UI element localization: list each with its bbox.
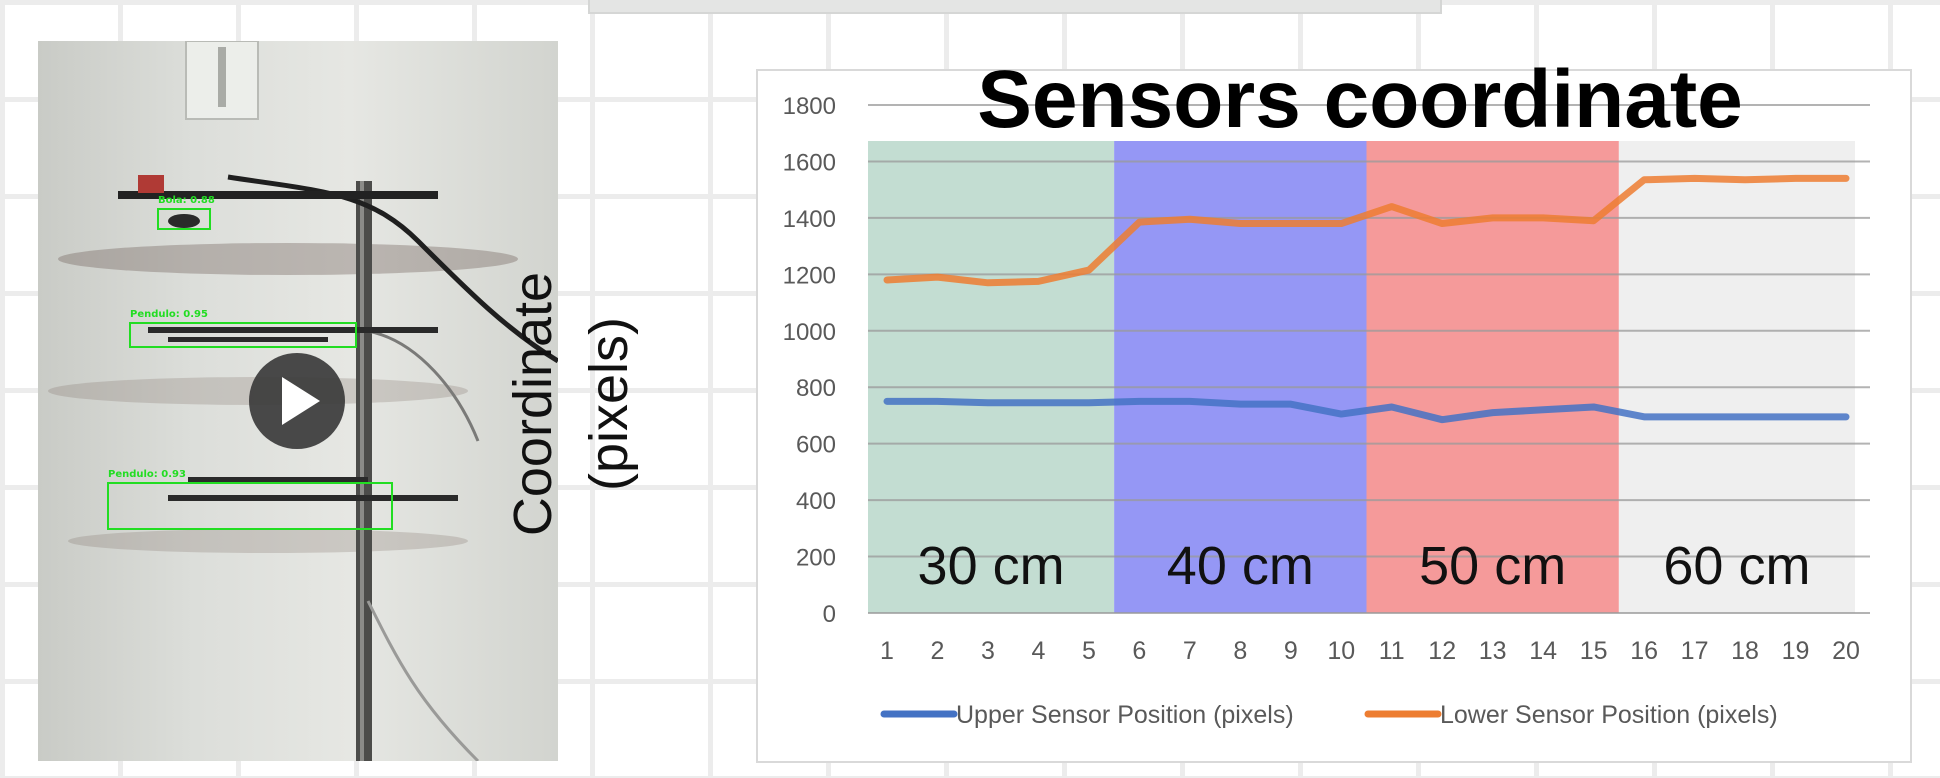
detection-box-lower xyxy=(107,482,393,530)
video-frame: Bola: 0.88 Pendulo: 0.95 Pendulo: 0.93 xyxy=(48,41,558,761)
x-tick-label: 14 xyxy=(1529,637,1557,665)
x-tick-label: 20 xyxy=(1832,637,1860,665)
region-label: 40 cm xyxy=(1167,536,1314,596)
x-tick-label: 13 xyxy=(1479,637,1507,665)
legend-label: Lower Sensor Position (pixels) xyxy=(1440,701,1778,729)
x-tick-label: 11 xyxy=(1379,637,1405,665)
region-label: 60 cm xyxy=(1663,536,1810,596)
detection-label-lower: Pendulo: 0.93 xyxy=(108,469,186,480)
x-tick-label: 2 xyxy=(931,637,945,665)
region-label: 50 cm xyxy=(1419,536,1566,596)
detection-box-ball xyxy=(157,208,211,230)
y-tick-label: 1600 xyxy=(783,149,836,176)
wall-shadow xyxy=(58,243,518,275)
y-tick-label: 1000 xyxy=(783,319,836,346)
sensor-cable xyxy=(366,600,480,761)
detection-label-upper: Pendulo: 0.95 xyxy=(130,309,208,320)
y-tick-label: 600 xyxy=(796,432,836,459)
y-axis-title-line1: Coordinate xyxy=(503,271,563,537)
legend-label: Upper Sensor Position (pixels) xyxy=(956,701,1294,729)
lower-arm xyxy=(168,495,458,501)
play-button[interactable] xyxy=(249,353,345,449)
red-sensor-box xyxy=(138,175,164,193)
y-tick-label: 0 xyxy=(823,601,836,628)
middle-arm xyxy=(148,327,438,333)
sensor-cable xyxy=(367,329,480,442)
x-tick-label: 5 xyxy=(1082,637,1096,665)
thermometer-scale xyxy=(218,47,226,107)
y-tick-label: 1400 xyxy=(783,206,836,233)
series-line xyxy=(883,174,1850,287)
x-tick-label: 10 xyxy=(1327,637,1355,665)
x-tick-label: 1 xyxy=(880,637,894,665)
region-band xyxy=(868,141,1115,613)
x-tick-label: 19 xyxy=(1782,637,1810,665)
pole-highlight xyxy=(360,181,364,761)
x-tick-label: 15 xyxy=(1580,637,1608,665)
y-axis-title: Coordinate (pixels) xyxy=(495,144,665,664)
detection-label-ball: Bola: 0.88 xyxy=(158,195,215,206)
detection-box-upper xyxy=(129,322,357,348)
x-tick-label: 18 xyxy=(1731,637,1759,665)
x-tick-label: 9 xyxy=(1284,637,1298,665)
x-tick-label: 12 xyxy=(1428,637,1456,665)
x-tick-label: 16 xyxy=(1630,637,1658,665)
x-tick-label: 3 xyxy=(981,637,995,665)
play-icon[interactable] xyxy=(282,377,320,425)
y-axis-title-line2: (pixels) xyxy=(579,316,639,492)
sensor-cable xyxy=(227,174,558,364)
lower-sensor xyxy=(188,477,368,482)
series-line xyxy=(883,397,1850,424)
top-strip xyxy=(588,0,1442,14)
y-tick-label: 400 xyxy=(796,488,836,515)
middle-sensor xyxy=(168,337,328,342)
x-tick-label: 6 xyxy=(1132,637,1146,665)
chart-title: Sensors coordinate xyxy=(977,54,1743,145)
y-tick-label: 800 xyxy=(796,375,836,402)
x-tick-label: 17 xyxy=(1681,637,1709,665)
x-tick-label: 7 xyxy=(1183,637,1197,665)
y-tick-label: 1800 xyxy=(783,93,836,120)
region-label: 30 cm xyxy=(918,536,1065,596)
region-band xyxy=(1618,141,1855,613)
y-tick-label: 200 xyxy=(796,545,836,572)
y-tick-label: 1200 xyxy=(783,262,836,289)
ball xyxy=(168,214,200,228)
x-tick-label: 4 xyxy=(1031,637,1045,665)
video-player[interactable]: Bola: 0.88 Pendulo: 0.95 Pendulo: 0.93 xyxy=(38,41,558,761)
top-arm xyxy=(118,191,438,199)
x-tick-label: 8 xyxy=(1233,637,1247,665)
